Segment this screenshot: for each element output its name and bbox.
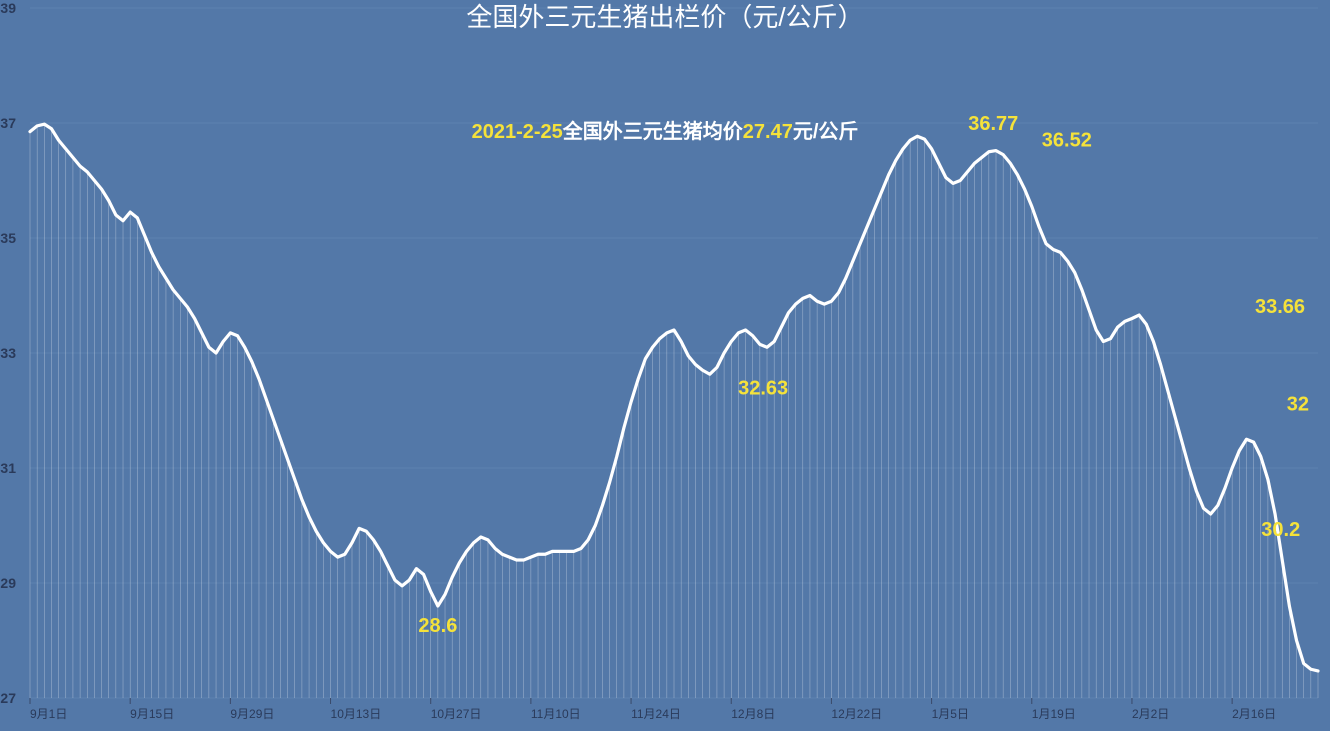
x-axis-tick-label: 10月27日	[431, 707, 482, 721]
chart-title: 全国外三元生猪出栏价（元/公斤）	[466, 2, 863, 32]
data-annotation: 32.63	[738, 377, 788, 399]
y-axis-tick-label: 29	[0, 575, 16, 591]
data-annotation: 33.66	[1255, 296, 1305, 318]
y-axis-tick-label: 35	[0, 230, 16, 246]
data-annotation: 30.2	[1261, 519, 1300, 541]
x-axis-tick-label: 12月22日	[831, 707, 882, 721]
x-axis-tick-label: 11月10日	[531, 707, 581, 721]
x-axis-tick-label: 9月1日	[30, 707, 67, 721]
price-line-chart: 27 29 31 33 35 37 39 9月1日 9月15日 9月29日 10月13日 10月27日…	[0, 0, 1330, 731]
y-axis-tick-label: 39	[0, 0, 16, 16]
x-axis-tick-label: 9月15日	[130, 707, 174, 721]
x-axis-tick-label: 12月8日	[731, 707, 775, 721]
data-annotation: 32	[1287, 394, 1309, 416]
x-axis-tick-label: 2月16日	[1232, 707, 1276, 721]
x-axis-tick-label: 1月5日	[932, 707, 969, 721]
data-annotation: 36.52	[1042, 130, 1092, 152]
y-axis-tick-label: 27	[0, 690, 16, 706]
x-axis-tick-label: 1月19日	[1032, 707, 1076, 721]
x-axis-tick-label: 11月24日	[631, 707, 681, 721]
x-axis-tick-label: 2月2日	[1132, 707, 1169, 721]
y-axis-tick-label: 33	[0, 345, 16, 361]
y-axis-tick-label: 31	[0, 460, 16, 476]
x-axis-tick-label: 10月13日	[331, 707, 382, 721]
y-axis-tick-label: 37	[0, 115, 16, 131]
x-axis-tick-label: 9月29日	[230, 707, 274, 721]
chart-subtitle: 2021-2-25全国外三元生猪均价27.47元/公斤	[472, 119, 859, 143]
data-annotation: 36.77	[968, 113, 1018, 135]
data-annotation: 28.6	[418, 615, 457, 637]
